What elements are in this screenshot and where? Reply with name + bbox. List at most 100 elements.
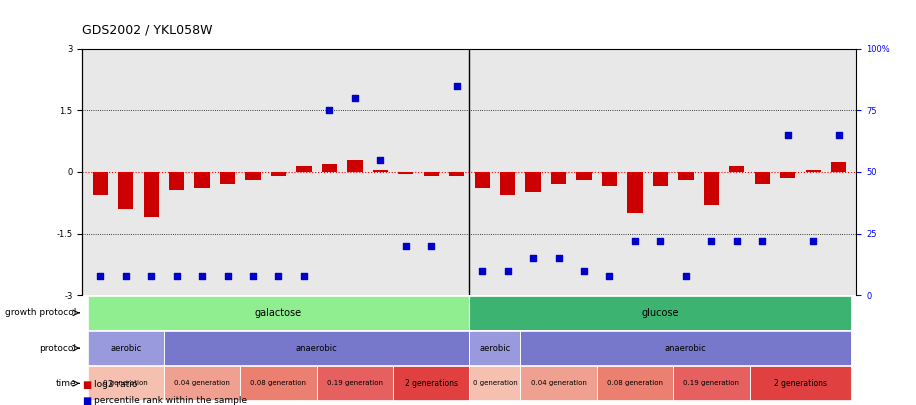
Text: 0.19 generation: 0.19 generation <box>327 380 383 386</box>
Bar <box>398 172 413 174</box>
Text: log2 ratio: log2 ratio <box>94 380 137 389</box>
Bar <box>93 172 108 194</box>
Text: galactose: galactose <box>255 308 302 318</box>
Point <box>424 243 439 249</box>
Bar <box>576 172 592 180</box>
Point <box>526 255 540 262</box>
Bar <box>627 172 643 213</box>
Bar <box>474 172 490 188</box>
Bar <box>500 172 516 194</box>
Point <box>500 267 515 274</box>
Point <box>551 255 566 262</box>
Point <box>169 272 184 279</box>
Bar <box>271 172 286 176</box>
Bar <box>805 170 821 172</box>
Text: anaerobic: anaerobic <box>665 343 707 353</box>
Text: GDS2002 / YKL058W: GDS2002 / YKL058W <box>82 23 213 36</box>
Bar <box>678 172 693 180</box>
Text: aerobic: aerobic <box>479 343 510 353</box>
Text: 0 generation: 0 generation <box>473 380 518 386</box>
Bar <box>729 166 745 172</box>
Point <box>271 272 286 279</box>
Point <box>653 238 668 244</box>
Text: 0.08 generation: 0.08 generation <box>250 380 307 386</box>
Bar <box>169 172 184 190</box>
Point <box>679 272 693 279</box>
Bar <box>551 172 566 184</box>
Bar <box>347 160 363 172</box>
Bar <box>220 172 235 184</box>
Bar <box>423 172 439 176</box>
FancyBboxPatch shape <box>469 367 520 400</box>
Point <box>806 238 821 244</box>
Bar <box>296 166 311 172</box>
FancyBboxPatch shape <box>88 296 469 330</box>
Text: glucose: glucose <box>642 308 679 318</box>
Point <box>398 243 413 249</box>
Bar <box>118 172 134 209</box>
Point <box>577 267 592 274</box>
Point <box>347 95 362 101</box>
Text: 2 generations: 2 generations <box>405 379 458 388</box>
Point <box>93 272 107 279</box>
FancyBboxPatch shape <box>164 367 240 400</box>
Point <box>780 132 795 138</box>
Point <box>704 238 719 244</box>
Point <box>220 272 234 279</box>
Bar <box>602 172 617 186</box>
Text: percentile rank within the sample: percentile rank within the sample <box>94 396 247 405</box>
Bar <box>245 172 261 180</box>
Point <box>373 156 387 163</box>
Text: growth protocol: growth protocol <box>5 308 76 318</box>
Bar <box>526 172 540 192</box>
Text: 0.19 generation: 0.19 generation <box>683 380 739 386</box>
Text: 2 generations: 2 generations <box>774 379 827 388</box>
Text: 0.08 generation: 0.08 generation <box>607 380 663 386</box>
Bar <box>755 172 769 184</box>
Point <box>729 238 744 244</box>
Point <box>450 82 464 89</box>
Point <box>297 272 311 279</box>
FancyBboxPatch shape <box>520 367 596 400</box>
Bar <box>831 162 846 172</box>
Bar <box>653 172 668 186</box>
FancyBboxPatch shape <box>749 367 851 400</box>
Point <box>144 272 158 279</box>
Point <box>602 272 616 279</box>
FancyBboxPatch shape <box>469 296 851 330</box>
FancyBboxPatch shape <box>393 367 469 400</box>
Text: anaerobic: anaerobic <box>296 343 338 353</box>
FancyBboxPatch shape <box>88 367 164 400</box>
Text: 0.04 generation: 0.04 generation <box>174 380 230 386</box>
FancyBboxPatch shape <box>520 331 851 365</box>
Point <box>322 107 337 113</box>
Text: ■: ■ <box>82 380 92 390</box>
Point <box>245 272 260 279</box>
Bar <box>780 172 795 178</box>
Text: 0 generation: 0 generation <box>104 380 148 386</box>
Point <box>627 238 642 244</box>
Point <box>118 272 133 279</box>
FancyBboxPatch shape <box>88 331 164 365</box>
Bar <box>194 172 210 188</box>
Point <box>195 272 210 279</box>
Bar <box>322 164 337 172</box>
Text: protocol: protocol <box>39 343 76 353</box>
Text: aerobic: aerobic <box>110 343 141 353</box>
Point <box>474 267 489 274</box>
Point <box>832 132 846 138</box>
FancyBboxPatch shape <box>673 367 749 400</box>
Text: 0.04 generation: 0.04 generation <box>530 380 586 386</box>
Bar <box>703 172 719 205</box>
FancyBboxPatch shape <box>240 367 317 400</box>
Bar <box>373 170 388 172</box>
FancyBboxPatch shape <box>164 331 469 365</box>
Text: time: time <box>55 379 76 388</box>
Bar <box>449 172 464 176</box>
FancyBboxPatch shape <box>596 367 673 400</box>
FancyBboxPatch shape <box>317 367 393 400</box>
Point <box>755 238 769 244</box>
Text: ■: ■ <box>82 396 92 405</box>
Bar <box>144 172 158 217</box>
FancyBboxPatch shape <box>469 331 520 365</box>
